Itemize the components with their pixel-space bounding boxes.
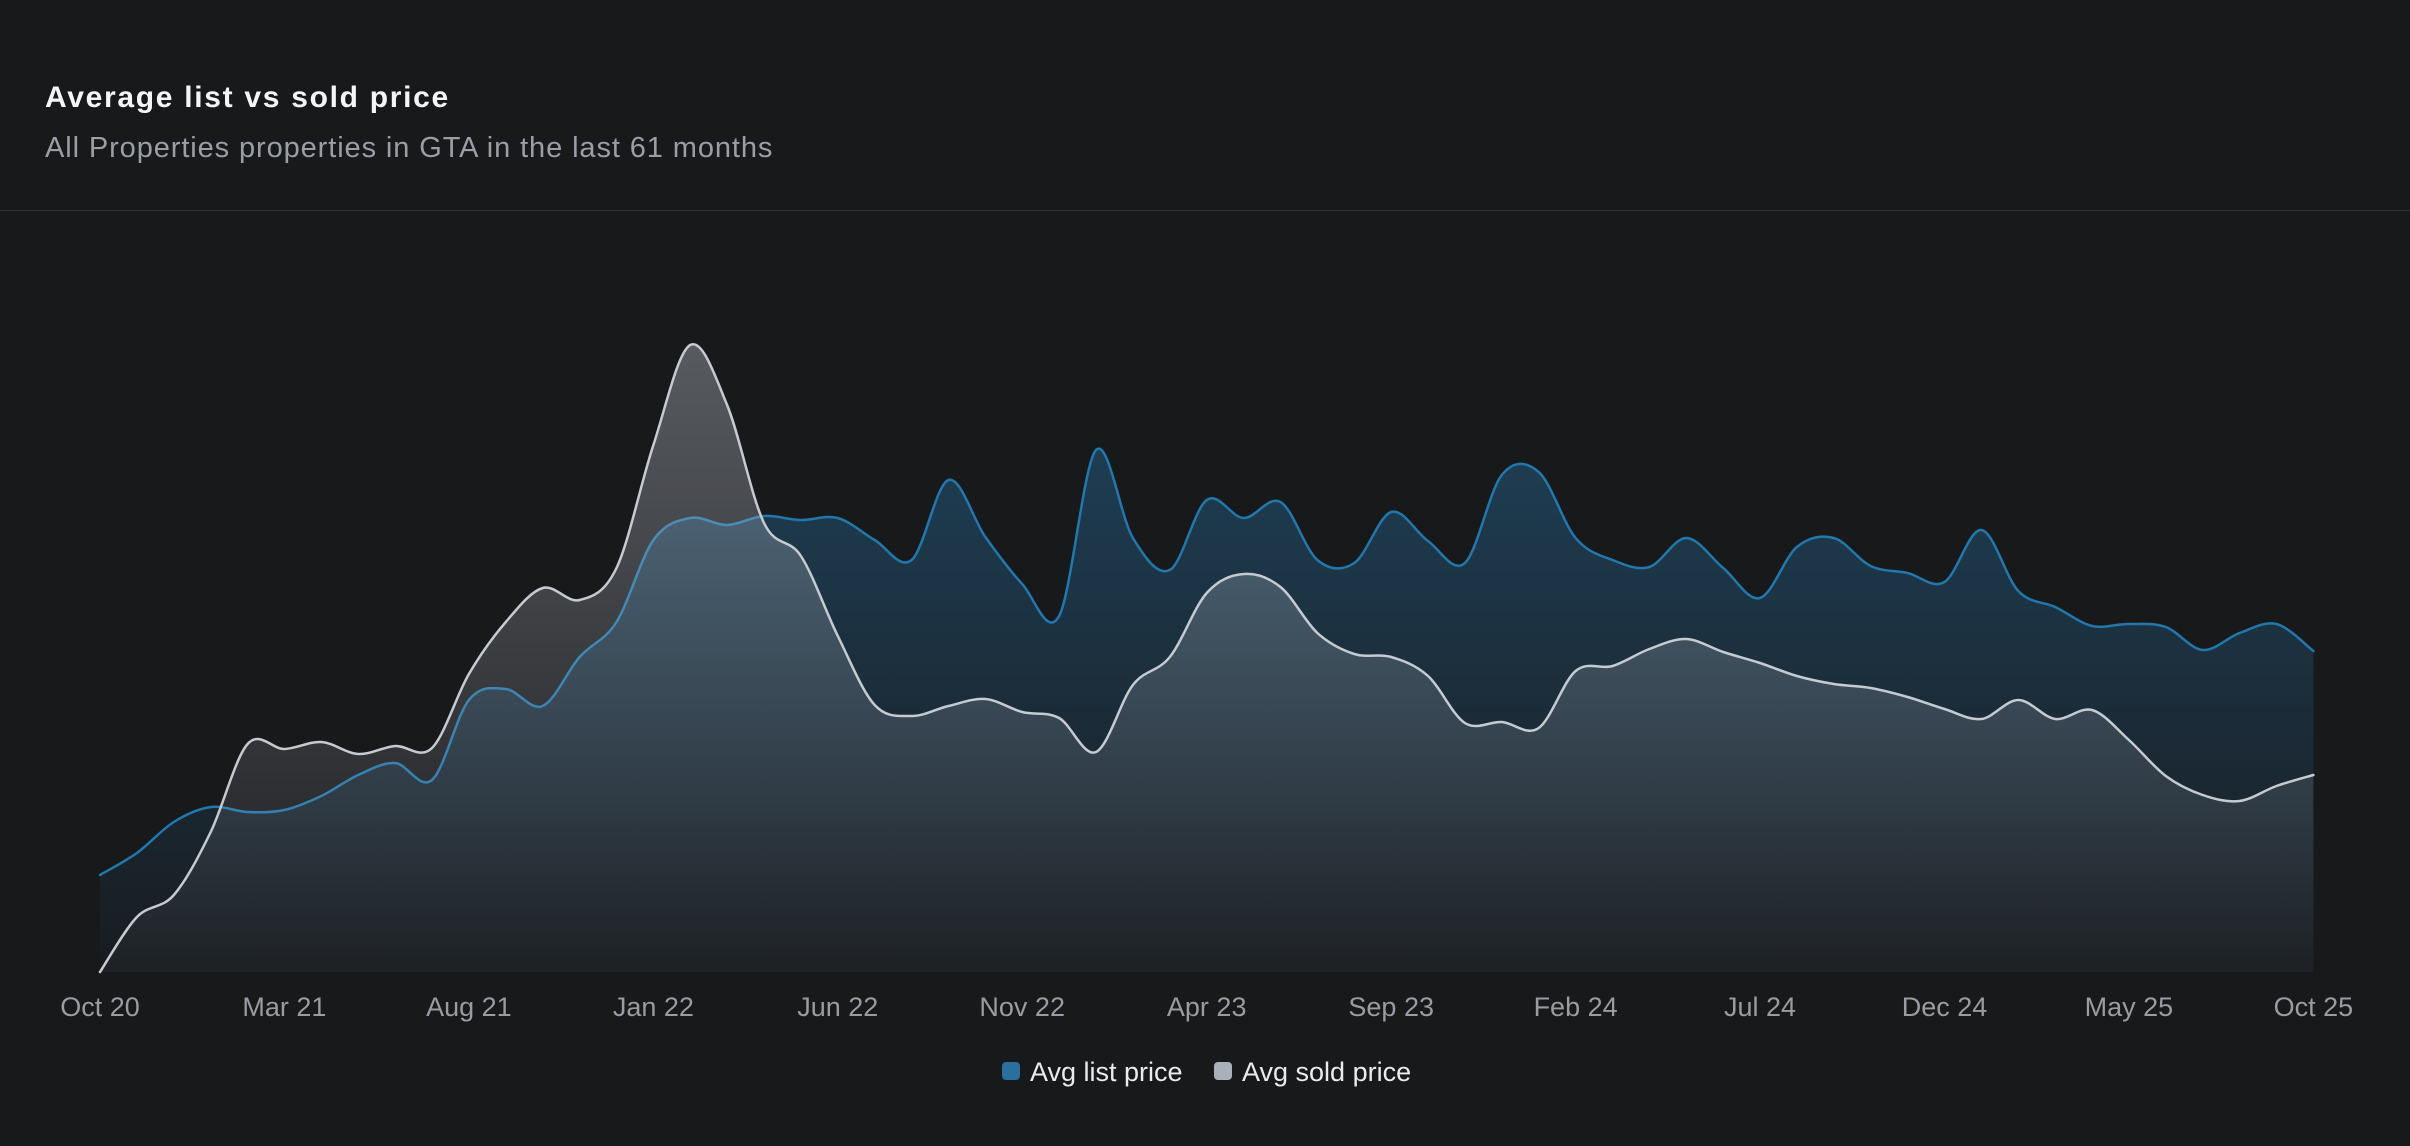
- svg-text:Dec 24: Dec 24: [1902, 992, 1988, 1022]
- svg-text:Nov 22: Nov 22: [979, 992, 1065, 1022]
- svg-text:Mar 21: Mar 21: [242, 992, 326, 1022]
- svg-text:Average list vs sold price: Average list vs sold price: [45, 81, 450, 114]
- svg-text:Sep 23: Sep 23: [1348, 992, 1434, 1022]
- svg-text:Avg sold price: Avg sold price: [1242, 1057, 1411, 1087]
- svg-text:Aug 21: Aug 21: [426, 992, 512, 1022]
- svg-text:Oct 25: Oct 25: [2274, 992, 2354, 1022]
- svg-text:Jun 22: Jun 22: [797, 992, 878, 1022]
- svg-text:All Properties properties in G: All Properties properties in GTA in the …: [45, 132, 773, 164]
- svg-text:Oct 20: Oct 20: [60, 992, 140, 1022]
- svg-text:Feb 24: Feb 24: [1534, 992, 1618, 1022]
- svg-text:May 25: May 25: [2085, 992, 2174, 1022]
- svg-text:Apr 23: Apr 23: [1167, 992, 1247, 1022]
- svg-text:Avg list price: Avg list price: [1030, 1057, 1183, 1087]
- svg-text:Jan 22: Jan 22: [613, 992, 694, 1022]
- svg-text:Jul 24: Jul 24: [1724, 992, 1796, 1022]
